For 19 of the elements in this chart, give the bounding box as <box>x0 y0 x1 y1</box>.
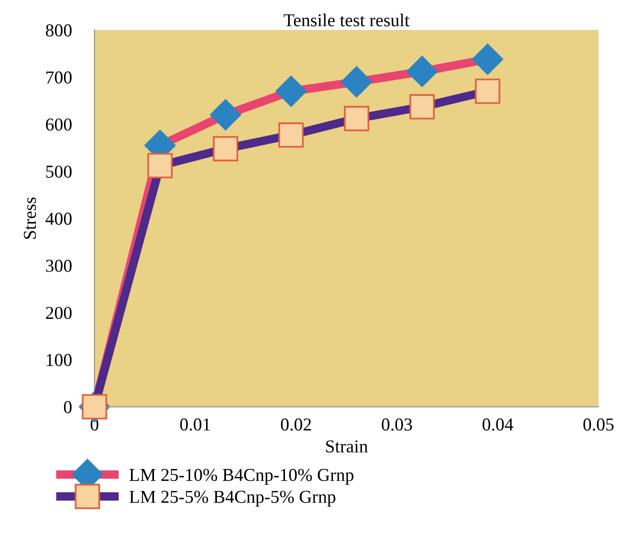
legend-label: LM 25-10% B4Cnp-10% Grnp <box>129 468 354 485</box>
x-tick-label: 0.03 <box>382 418 412 431</box>
y-tick-label: 400 <box>46 212 72 225</box>
y-tick-label: 800 <box>46 24 72 36</box>
x-tick-label: 0.04 <box>482 418 514 431</box>
x-axis-title: Strain <box>326 440 368 453</box>
y-tick-label: 600 <box>46 118 72 131</box>
y-tick-label: 200 <box>46 306 72 320</box>
y-tick-label: 500 <box>46 166 72 178</box>
x-tick-label: 0.01 <box>180 418 210 431</box>
chart-title: Tensile test result <box>284 14 410 26</box>
y-tick-label: 100 <box>46 354 72 366</box>
y-tick-label: 300 <box>46 260 72 272</box>
x-tick-label: 0.02 <box>280 418 311 431</box>
x-tick-label: 0.05 <box>583 418 614 431</box>
y-axis-title: Stress <box>24 197 36 239</box>
y-tick-label: 700 <box>46 71 72 84</box>
legend-label: LM 25-5% B4Cnp-5% Grnp <box>129 490 336 507</box>
y-tick-label: 0 <box>64 401 72 414</box>
